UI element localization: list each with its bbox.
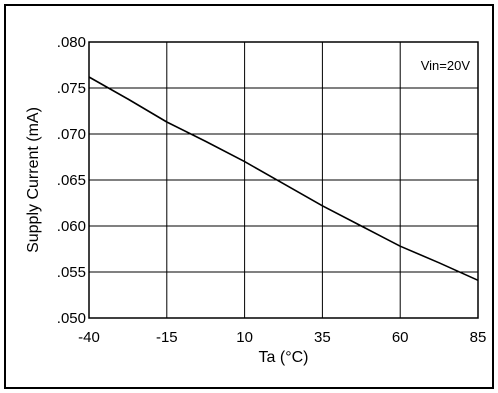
series-layer <box>88 76 479 282</box>
x-tick-label: 10 <box>236 329 253 346</box>
annotation-vin: Vin=20V <box>421 58 471 73</box>
x-tick-label: -40 <box>78 329 100 346</box>
x-tick-labels: -40 -15 10 35 60 85 <box>78 329 486 346</box>
y-tick-label: .065 <box>57 172 86 189</box>
x-tick-label: 60 <box>392 329 409 346</box>
y-tick-label: .075 <box>57 80 86 97</box>
y-tick-label: .080 <box>57 34 86 51</box>
outer-frame <box>4 4 494 389</box>
y-axis-title: Supply Current (mA) <box>25 107 42 253</box>
y-tick-label: .070 <box>57 126 86 143</box>
y-tick-label: .050 <box>57 310 86 327</box>
y-tick-labels: .050 .055 .060 .065 .070 .075 .080 <box>57 34 86 327</box>
y-tick-label: .060 <box>57 218 86 235</box>
x-tick-label: -15 <box>156 329 178 346</box>
series-line <box>88 76 479 282</box>
y-tick-label: .055 <box>57 264 86 281</box>
x-tick-label: 35 <box>314 329 331 346</box>
x-axis-title: Ta (°C) <box>259 349 309 366</box>
x-tick-label: 85 <box>470 329 487 346</box>
plot-area <box>88 41 479 319</box>
